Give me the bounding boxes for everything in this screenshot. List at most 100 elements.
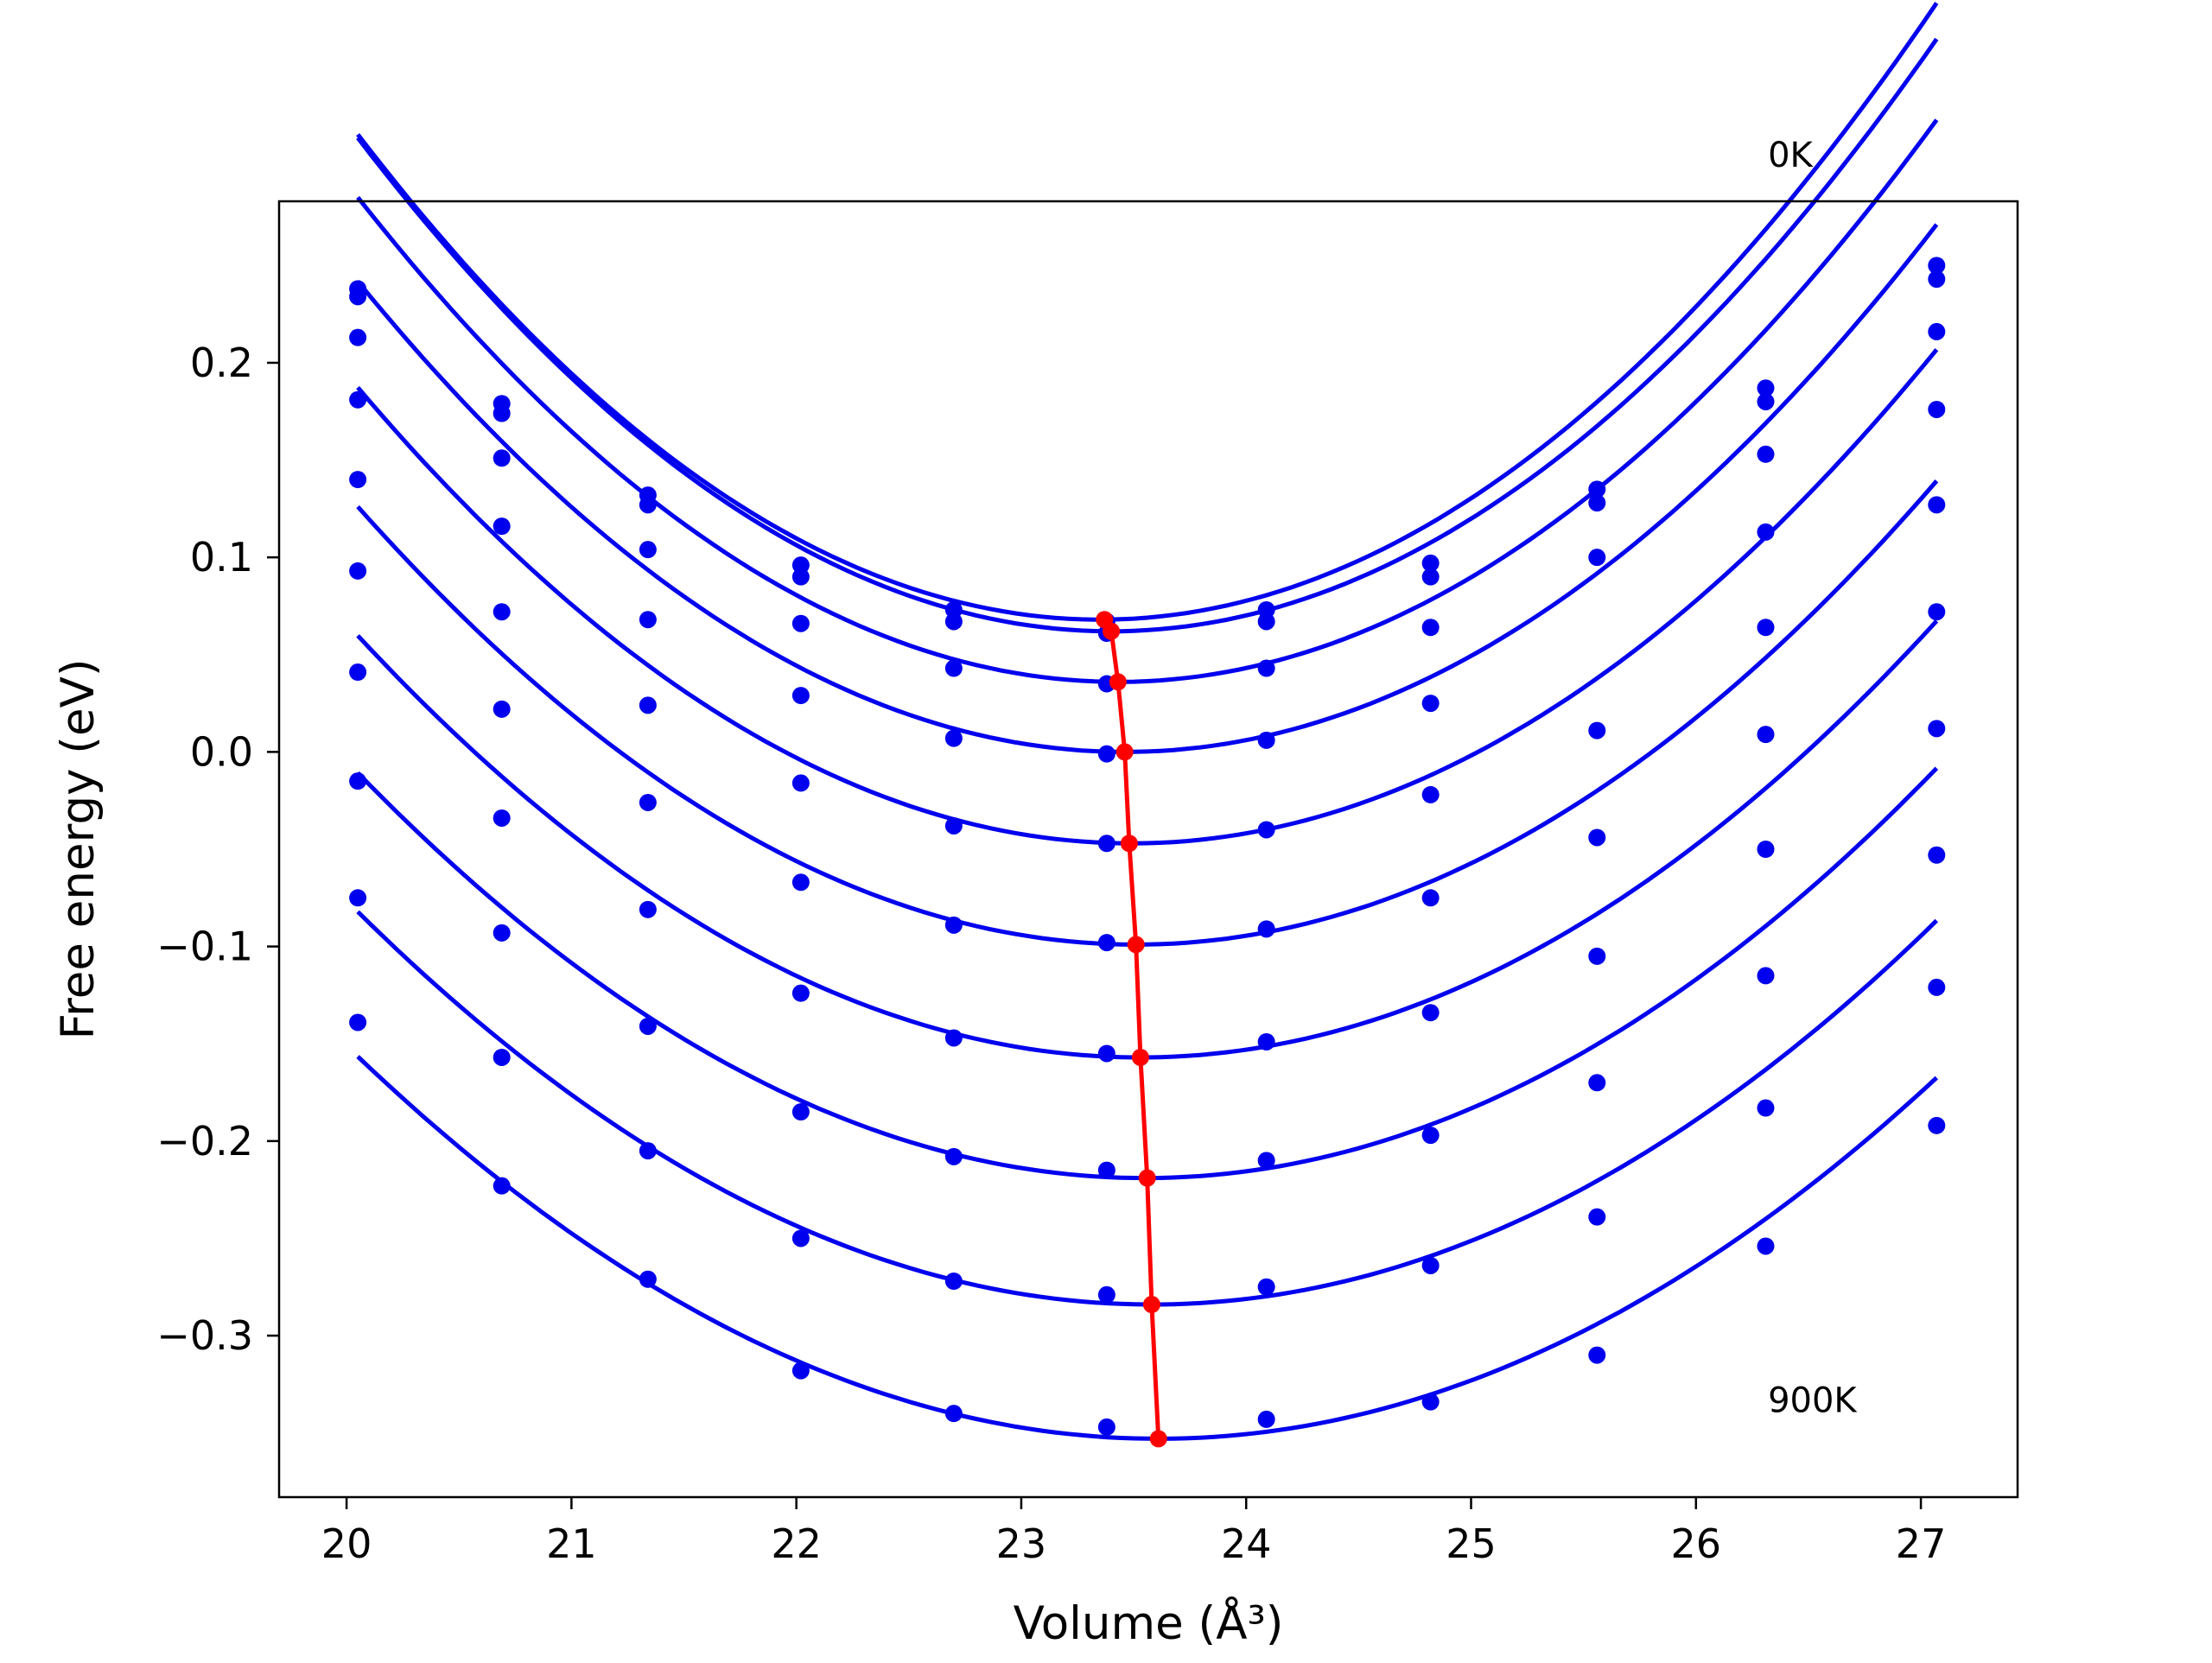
data-point	[791, 873, 810, 892]
data-point	[1928, 322, 1946, 340]
x-tick-label: 26	[1671, 1520, 1722, 1567]
data-point	[791, 568, 810, 586]
data-point	[349, 889, 367, 907]
data-point	[791, 774, 810, 792]
fit-curve	[356, 1055, 1938, 1441]
x-axis-label: Volume (Å³)	[1014, 1595, 1284, 1650]
data-point	[1588, 480, 1606, 498]
data-point	[1421, 785, 1440, 803]
minimum-point	[1142, 1296, 1160, 1314]
data-point	[1421, 554, 1440, 572]
data-point	[493, 700, 511, 718]
data-point	[639, 793, 657, 811]
data-point	[639, 696, 657, 714]
x-tick-label: 24	[1221, 1520, 1272, 1567]
minimum-point	[1149, 1430, 1167, 1448]
fit-curve	[356, 37, 1939, 634]
y-tick-label: −0.2	[156, 1118, 253, 1165]
fit-curve	[356, 223, 1939, 754]
x-tick-label: 22	[771, 1520, 822, 1567]
data-point	[639, 611, 657, 629]
minimum-point	[1120, 835, 1138, 853]
data-point	[1257, 920, 1275, 938]
x-tick-label: 21	[546, 1520, 597, 1567]
data-point	[1588, 549, 1606, 567]
data-point	[944, 729, 963, 747]
data-point	[1097, 1418, 1116, 1436]
data-point	[944, 1273, 963, 1290]
data-point	[349, 562, 367, 580]
data-point	[1757, 445, 1775, 463]
data-point	[1257, 1278, 1275, 1296]
data-point	[944, 1029, 963, 1047]
data-point	[349, 663, 367, 682]
data-point	[349, 288, 367, 306]
data-point	[791, 1103, 810, 1121]
data-point	[1588, 494, 1606, 512]
minimum-point	[1103, 622, 1121, 640]
data-point	[1257, 659, 1275, 677]
data-point	[1928, 400, 1946, 418]
data-point	[639, 1270, 657, 1288]
data-point	[493, 449, 511, 467]
fit-curve	[356, 910, 1939, 1307]
data-point	[1757, 392, 1775, 410]
data-point	[1928, 846, 1946, 864]
data-point	[791, 1229, 810, 1247]
fit-curve	[356, 118, 1939, 684]
data-point	[944, 613, 963, 631]
minimum-point	[1109, 673, 1127, 691]
data-point	[791, 1362, 810, 1380]
data-point	[1097, 934, 1116, 952]
data-point	[1588, 1208, 1606, 1226]
data-point	[349, 471, 367, 489]
data-point	[1257, 1410, 1275, 1428]
data-point	[1588, 1074, 1606, 1092]
data-point	[1928, 720, 1946, 738]
data-point	[1257, 821, 1275, 839]
plot-frame	[277, 200, 2019, 1499]
data-point	[1421, 889, 1440, 907]
data-point	[791, 984, 810, 1002]
data-point	[493, 809, 511, 827]
y-tick-label: −0.1	[156, 924, 253, 970]
minimum-point	[1116, 743, 1134, 761]
data-point	[493, 1177, 511, 1195]
data-point	[349, 390, 367, 409]
data-point	[1928, 603, 1946, 621]
y-tick-label: 0.1	[190, 534, 253, 581]
data-point	[944, 1147, 963, 1165]
data-point	[1257, 731, 1275, 749]
data-point	[493, 924, 511, 942]
data-point	[639, 900, 657, 918]
data-point	[1097, 835, 1116, 853]
data-point	[1257, 1032, 1275, 1050]
y-tick-label: 0.2	[190, 340, 253, 386]
minimum-point	[1131, 1048, 1149, 1066]
x-tick-label: 27	[1896, 1520, 1947, 1567]
data-point	[1257, 613, 1275, 631]
x-tick-label: 20	[321, 1520, 372, 1567]
fit-curve	[356, 2, 1939, 622]
y-tick-label: 0.0	[190, 728, 253, 775]
data-point	[1097, 1285, 1116, 1304]
data-point	[639, 496, 657, 514]
x-tick-label: 25	[1446, 1520, 1497, 1567]
data-point	[1257, 1152, 1275, 1170]
data-point	[1421, 1256, 1440, 1274]
data-point	[791, 614, 810, 632]
data-point	[1928, 1116, 1946, 1134]
data-point	[1421, 619, 1440, 637]
x-tick-label: 23	[996, 1520, 1047, 1567]
data-point	[1757, 726, 1775, 744]
data-point	[944, 916, 963, 934]
data-point	[1421, 568, 1440, 586]
data-point	[639, 541, 657, 559]
data-point	[1421, 1127, 1440, 1145]
data-point	[1421, 1004, 1440, 1022]
data-point	[1757, 1237, 1775, 1255]
data-point	[1757, 1099, 1775, 1117]
data-point	[791, 687, 810, 705]
